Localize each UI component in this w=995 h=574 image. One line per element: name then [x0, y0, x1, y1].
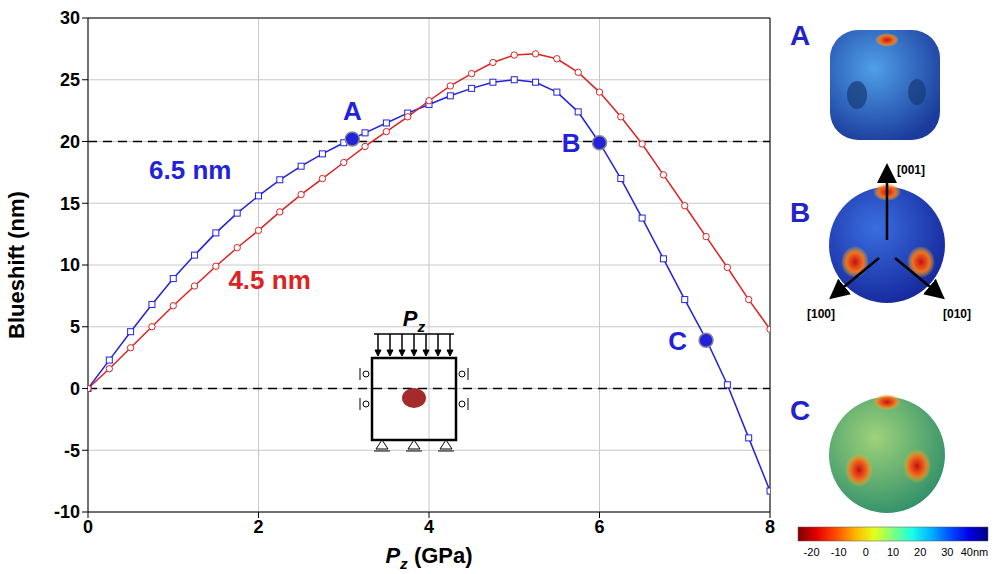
- svg-text:4: 4: [424, 517, 434, 537]
- svg-text:-20: -20: [804, 546, 820, 558]
- svg-text:C: C: [790, 395, 810, 426]
- svg-text:40nm: 40nm: [961, 546, 989, 558]
- svg-text:0: 0: [863, 546, 869, 558]
- svg-text:10: 10: [60, 255, 80, 275]
- svg-text:A: A: [790, 20, 810, 51]
- svg-text:5: 5: [70, 317, 80, 337]
- svg-text:-10: -10: [54, 502, 80, 522]
- svg-text:Pz: Pz: [403, 306, 426, 335]
- svg-text:0: 0: [70, 379, 80, 399]
- svg-text:2: 2: [253, 517, 263, 537]
- svg-text:Pz (GPa): Pz (GPa): [385, 543, 472, 572]
- svg-text:8: 8: [765, 517, 775, 537]
- svg-text:20: 20: [914, 546, 926, 558]
- svg-text:A: A: [343, 96, 362, 126]
- svg-text:30: 30: [60, 8, 80, 28]
- svg-text:6.5 nm: 6.5 nm: [149, 155, 231, 185]
- svg-text:[100]: [100]: [807, 307, 835, 321]
- svg-text:B: B: [790, 197, 810, 228]
- svg-text:4.5 nm: 4.5 nm: [228, 265, 310, 295]
- svg-text:30: 30: [941, 546, 953, 558]
- svg-text:Blueshift (nm): Blueshift (nm): [4, 191, 29, 339]
- svg-text:6: 6: [594, 517, 604, 537]
- svg-text:[001]: [001]: [897, 163, 925, 177]
- svg-text:15: 15: [60, 194, 80, 214]
- svg-text:C: C: [668, 326, 687, 356]
- svg-text:-10: -10: [831, 546, 847, 558]
- svg-text:20: 20: [60, 132, 80, 152]
- svg-text:[010]: [010]: [943, 307, 971, 321]
- svg-text:10: 10: [887, 546, 899, 558]
- svg-text:25: 25: [60, 70, 80, 90]
- svg-text:B: B: [562, 128, 581, 158]
- svg-text:-5: -5: [64, 441, 80, 461]
- svg-text:0: 0: [83, 517, 93, 537]
